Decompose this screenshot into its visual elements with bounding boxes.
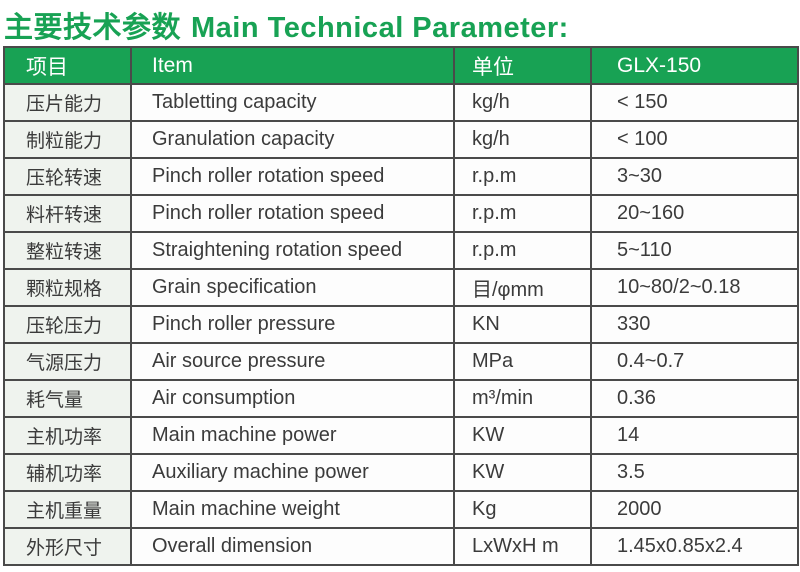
cell-item-en: Pinch roller pressure [130, 305, 455, 344]
cell-unit: r.p.m [453, 194, 592, 233]
cell-value: 330 [590, 305, 799, 344]
cell-unit: KN [453, 305, 592, 344]
table-row: 整粒转速 Straightening rotation speed r.p.m 5~1… [3, 231, 799, 270]
cell-unit: r.p.m [453, 231, 592, 270]
cell-item-en: Straightening rotation speed [130, 231, 455, 270]
cell-value: 0.36 [590, 379, 799, 418]
table-row: 制粒能力 Granulation capacity kg/h < 100 [3, 120, 799, 159]
table-row: 压轮转速 Pinch roller rotation speed r.p.m 3~30 [3, 157, 799, 196]
cell-item-zh: 气源压力 [3, 342, 132, 381]
cell-item-zh: 辅机功率 [3, 453, 132, 492]
table-row: 主机功率 Main machine power KW 14 [3, 416, 799, 455]
cell-item-en: Granulation capacity [130, 120, 455, 159]
table-body: 压片能力 Tabletting capacity kg/h < 150 制粒能力 Gran… [3, 83, 799, 566]
cell-item-en: Grain specification [130, 268, 455, 307]
cell-item-zh: 颗粒规格 [3, 268, 132, 307]
cell-item-zh: 主机重量 [3, 490, 132, 529]
cell-item-zh: 主机功率 [3, 416, 132, 455]
cell-value: < 150 [590, 83, 799, 122]
page-title-english: Main Technical Parameter: [191, 12, 569, 44]
cell-item-en: Main machine weight [130, 490, 455, 529]
cell-value: 10~80/2~0.18 [590, 268, 799, 307]
cell-unit: Kg [453, 490, 592, 529]
cell-unit: LxWxH m [453, 527, 592, 566]
cell-unit: MPa [453, 342, 592, 381]
table-row: 辅机功率 Auxiliary machine power KW 3.5 [3, 453, 799, 492]
cell-value: 0.4~0.7 [590, 342, 799, 381]
cell-item-zh: 压片能力 [3, 83, 132, 122]
cell-item-en: Air source pressure [130, 342, 455, 381]
cell-item-en: Auxiliary machine power [130, 453, 455, 492]
table-row: 气源压力 Air source pressure MPa 0.4~0.7 [3, 342, 799, 381]
table-row: 颗粒规格 Grain specification 目/φmm 10~80/2~0.18 [3, 268, 799, 307]
cell-unit: 目/φmm [453, 268, 592, 307]
cell-value: 5~110 [590, 231, 799, 270]
cell-value: < 100 [590, 120, 799, 159]
table-row: 耗气量 Air consumption m³/min 0.36 [3, 379, 799, 418]
cell-item-zh: 外形尺寸 [3, 527, 132, 566]
cell-unit: KW [453, 416, 592, 455]
cell-unit: KW [453, 453, 592, 492]
cell-item-zh: 料杆转速 [3, 194, 132, 233]
page-title: 主要技术参数 Main Technical Parameter: [0, 0, 800, 46]
cell-item-en: Main machine power [130, 416, 455, 455]
cell-item-en: Pinch roller rotation speed [130, 194, 455, 233]
cell-unit: kg/h [453, 83, 592, 122]
cell-item-zh: 整粒转速 [3, 231, 132, 270]
cell-value: 14 [590, 416, 799, 455]
cell-value: 20~160 [590, 194, 799, 233]
cell-unit: r.p.m [453, 157, 592, 196]
table-row: 压轮压力 Pinch roller pressure KN 330 [3, 305, 799, 344]
cell-value: 2000 [590, 490, 799, 529]
table-row: 压片能力 Tabletting capacity kg/h < 150 [3, 83, 799, 122]
cell-value: 3.5 [590, 453, 799, 492]
table-row: 料杆转速 Pinch roller rotation speed r.p.m 20~1… [3, 194, 799, 233]
cell-item-zh: 制粒能力 [3, 120, 132, 159]
table-row: 外形尺寸 Overall dimension LxWxH m 1.45x0.85x2.… [3, 527, 799, 566]
table-header-row: 项目 Item 单位 GLX-150 [3, 46, 799, 85]
column-header-item-en: Item [130, 46, 455, 85]
cell-item-en: Tabletting capacity [130, 83, 455, 122]
column-header-model: GLX-150 [590, 46, 799, 85]
cell-unit: m³/min [453, 379, 592, 418]
cell-unit: kg/h [453, 120, 592, 159]
column-header-item-zh: 项目 [3, 46, 132, 85]
page-title-chinese: 主要技术参数 [4, 12, 182, 44]
cell-item-en: Overall dimension [130, 527, 455, 566]
cell-value: 1.45x0.85x2.4 [590, 527, 799, 566]
column-header-unit: 单位 [453, 46, 592, 85]
table-row: 主机重量 Main machine weight Kg 2000 [3, 490, 799, 529]
cell-item-zh: 压轮转速 [3, 157, 132, 196]
cell-item-zh: 耗气量 [3, 379, 132, 418]
cell-item-zh: 压轮压力 [3, 305, 132, 344]
cell-item-en: Air consumption [130, 379, 455, 418]
technical-parameters-table: 项目 Item 单位 GLX-150 压片能力 Tabletting capaci… [3, 46, 799, 566]
cell-item-en: Pinch roller rotation speed [130, 157, 455, 196]
cell-value: 3~30 [590, 157, 799, 196]
